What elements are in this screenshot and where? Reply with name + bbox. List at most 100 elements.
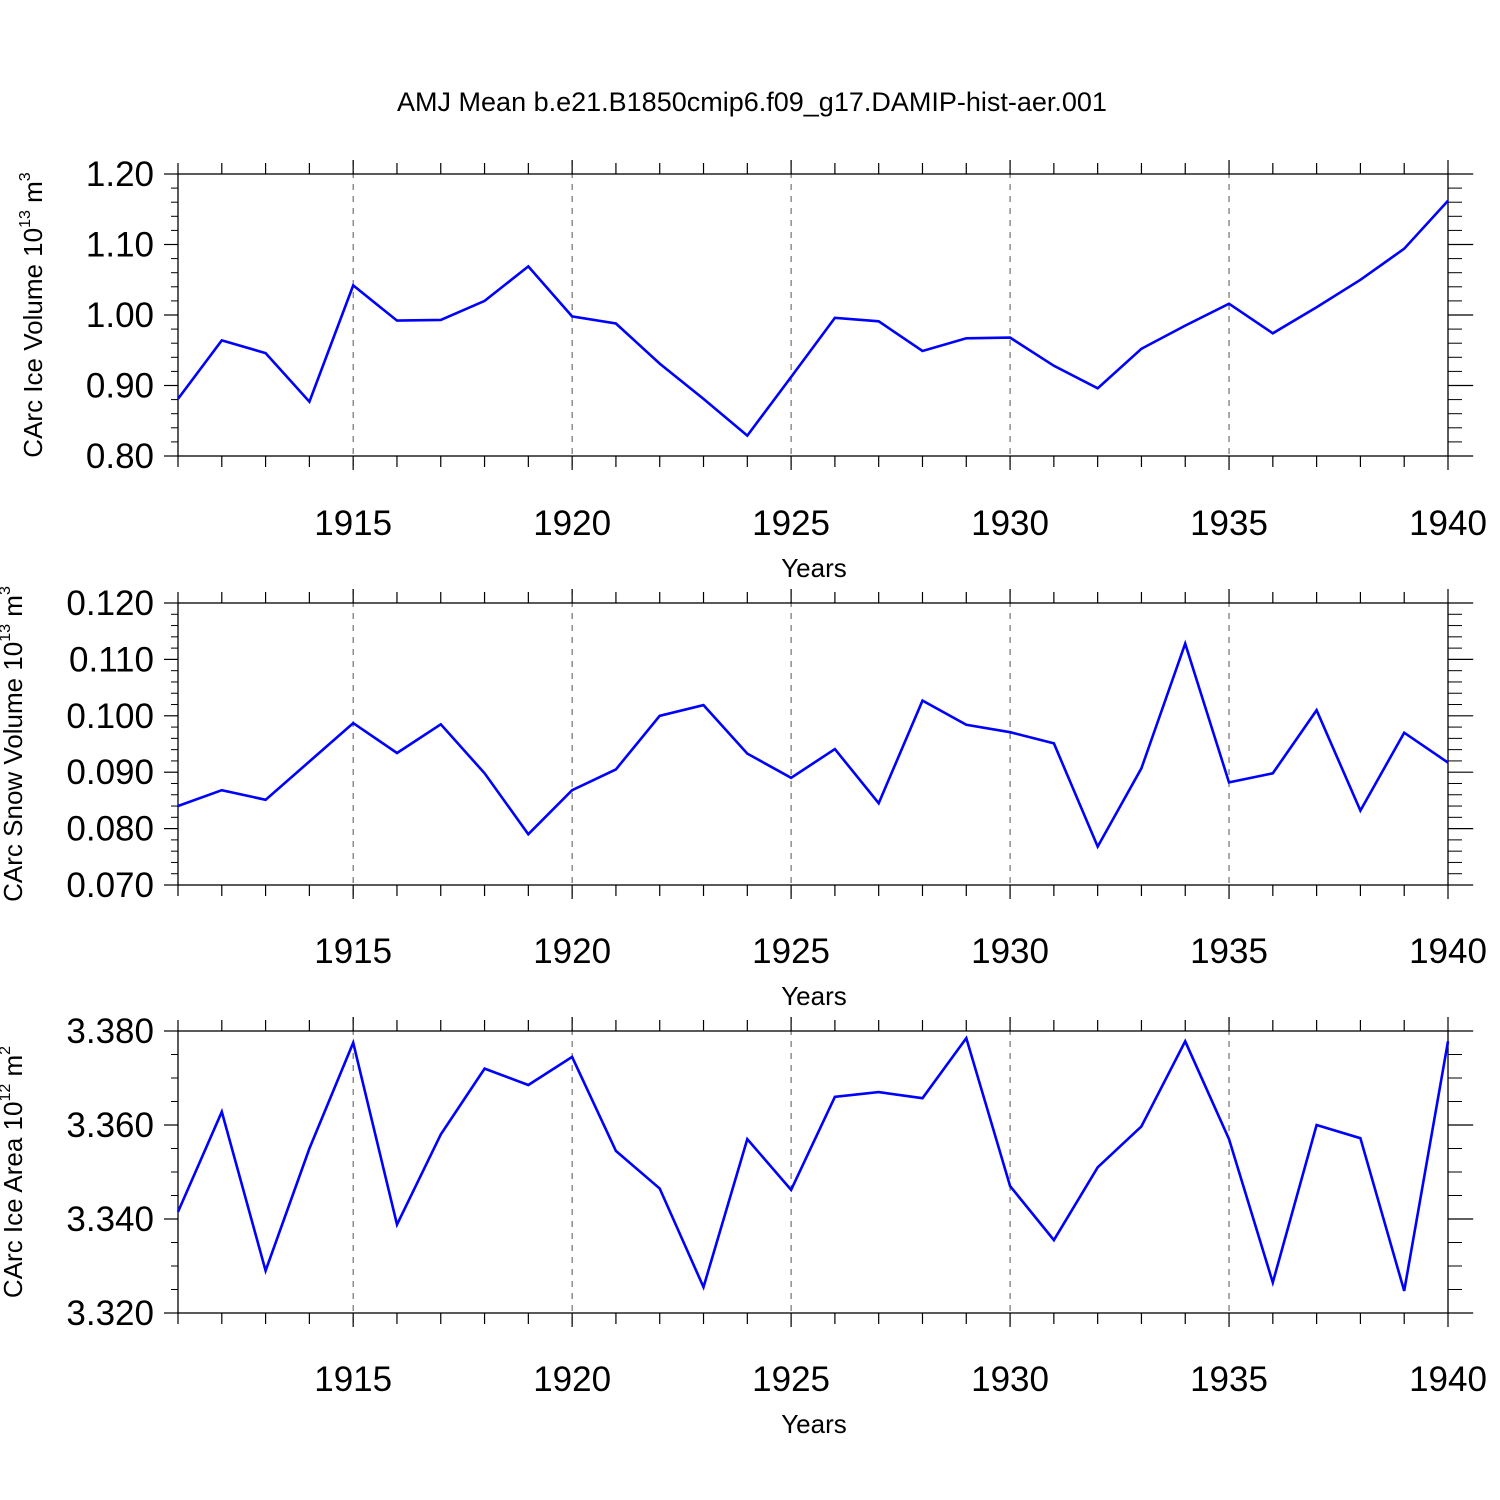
y-tick-label: 0.080	[66, 810, 154, 849]
data-point	[833, 747, 837, 751]
data-point	[614, 321, 618, 325]
y-tick-label: 1.20	[86, 155, 154, 194]
data-point	[1446, 761, 1450, 765]
data-point	[789, 776, 793, 780]
data-point	[1446, 1039, 1450, 1043]
data-point	[220, 788, 224, 792]
y-axis-title: CArc Ice Area 1012 m2	[0, 1046, 28, 1298]
data-point	[395, 1223, 399, 1227]
data-point	[1446, 199, 1450, 203]
data-point	[877, 1090, 881, 1094]
series-line	[177, 639, 1449, 850]
y-tick-label: 1.10	[86, 226, 154, 265]
data-point	[351, 283, 355, 287]
data-point	[789, 375, 793, 379]
y-tick-label: 0.100	[66, 697, 154, 736]
data-point	[1271, 331, 1275, 335]
data-point	[526, 832, 530, 836]
y-tick-label: 3.340	[66, 1200, 154, 1239]
y-tick-label: 3.320	[66, 1294, 154, 1333]
data-point	[1096, 1165, 1100, 1169]
data-point	[1008, 730, 1012, 734]
data-point	[920, 699, 924, 703]
data-point	[1271, 771, 1275, 775]
x-axis-title: Years	[781, 981, 847, 1011]
data-point	[439, 318, 443, 322]
data-point	[920, 1096, 924, 1100]
data-point	[395, 319, 399, 323]
data-point	[877, 801, 881, 805]
data-point	[570, 788, 574, 792]
data-point	[570, 1055, 574, 1059]
x-tick-label: 1940	[1409, 932, 1487, 971]
data-point	[1139, 347, 1143, 351]
x-tick-label: 1925	[752, 504, 830, 543]
x-tick-label: 1920	[533, 932, 611, 971]
data-point	[1139, 766, 1143, 770]
x-tick-label: 1930	[971, 504, 1049, 543]
data-point	[264, 1269, 268, 1273]
data-point	[1315, 708, 1319, 712]
data-point	[1227, 302, 1231, 306]
data-point	[1271, 1280, 1275, 1284]
data-point	[614, 1149, 618, 1153]
data-point	[1183, 642, 1187, 646]
y-axis-title: CArc Ice Volume 1013 m3	[17, 172, 48, 457]
data-point	[220, 1110, 224, 1114]
data-point	[1183, 1039, 1187, 1043]
data-point	[702, 1285, 706, 1289]
data-point	[1139, 1124, 1143, 1128]
data-point	[1052, 741, 1056, 745]
data-point	[1358, 278, 1362, 282]
data-point	[1183, 324, 1187, 328]
data-point	[570, 314, 574, 318]
data-point	[1096, 386, 1100, 390]
data-point	[745, 434, 749, 438]
data-point	[395, 751, 399, 755]
data-point	[1315, 305, 1319, 309]
panels: 1915 1920 1925 1930 1935 1940 0.80 0.90 1.00 1.10…	[0, 155, 1487, 1439]
y-tick-label: 0.120	[66, 584, 154, 623]
data-point	[702, 397, 706, 401]
data-point	[307, 759, 311, 763]
x-tick-label: 1935	[1190, 504, 1268, 543]
data-point	[1402, 731, 1406, 735]
data-point	[1008, 336, 1012, 340]
x-tick-label: 1925	[752, 932, 830, 971]
x-tick-label: 1920	[533, 1360, 611, 1399]
x-tick-label: 1915	[314, 1360, 392, 1399]
chart-panel-1: 1915 1920 1925 1930 1935 1940 0.80 0.90 1.00 1.10…	[17, 155, 1487, 583]
data-point	[658, 714, 662, 718]
data-point	[1315, 1123, 1319, 1127]
data-point	[964, 336, 968, 340]
y-tick-label: 3.380	[66, 1012, 154, 1051]
data-point	[614, 767, 618, 771]
data-point	[526, 1083, 530, 1087]
data-point	[1052, 364, 1056, 368]
y-tick-label: 0.110	[69, 640, 154, 679]
x-tick-label: 1940	[1409, 1360, 1487, 1399]
chart-panel-2: 1915 1920 1925 1930 1935 1940 0.070 0.080 0.090 0…	[0, 584, 1487, 1011]
chart-panel-3: 1915 1920 1925 1930 1935 1940 3.320 3.340 3.360 3…	[0, 1012, 1487, 1439]
y-tick-label: 0.80	[86, 437, 154, 476]
data-point	[1227, 1137, 1231, 1141]
data-point	[789, 1188, 793, 1192]
x-tick-label: 1925	[752, 1360, 830, 1399]
data-point	[483, 1067, 487, 1071]
x-tick-label: 1935	[1190, 1360, 1268, 1399]
data-point	[307, 1147, 311, 1151]
data-point	[702, 703, 706, 707]
data-point	[1008, 1184, 1012, 1188]
data-point	[264, 798, 268, 802]
data-point	[1402, 247, 1406, 251]
data-point	[964, 1036, 968, 1040]
series-line	[176, 1035, 1450, 1292]
data-point	[176, 1210, 180, 1214]
data-point	[877, 319, 881, 323]
x-tick-label: 1935	[1190, 932, 1268, 971]
data-point	[1227, 780, 1231, 784]
y-axis-title: CArc Snow Volume 1013 m3	[0, 586, 28, 902]
data-point	[526, 264, 530, 268]
data-point	[1402, 1289, 1406, 1293]
data-point	[351, 721, 355, 725]
